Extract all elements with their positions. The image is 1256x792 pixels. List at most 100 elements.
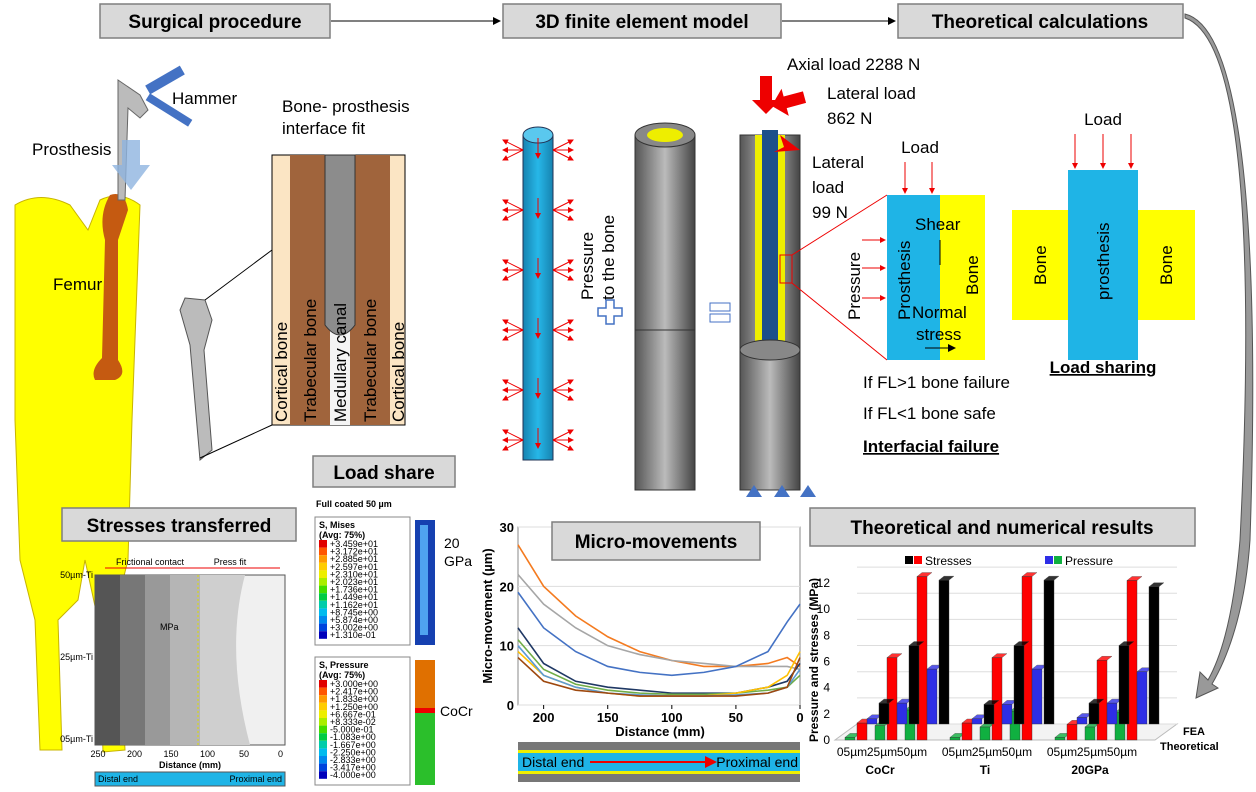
bar-front [962,723,972,740]
axis-label: Micro-movement (µm) [480,548,495,683]
legend-swatch [914,556,922,564]
color-swatch [319,710,327,718]
caption: Load sharing [1050,358,1157,377]
color-swatch [319,601,327,609]
y-tick-label: 0 [507,698,514,713]
label: Pressure [578,232,597,300]
label: Distal end [522,754,584,770]
y-tick-label: 20 [500,579,514,594]
x-tick-label: 0 [278,749,283,759]
pressure-arrow [553,150,573,160]
curved-arrow [1185,14,1253,698]
color-swatch [319,718,327,726]
bar-front [1119,646,1129,724]
cut [740,340,800,360]
pressure-arrow [503,380,523,390]
x-tick-label: 50 [239,749,249,759]
bar-front [1149,587,1159,724]
subtitle: Full coated 50 µm [316,499,392,509]
x-tick-label: 25µm [972,745,1002,759]
bar-front [1085,727,1095,740]
pressure-arrow [553,140,573,150]
bar-front [1107,703,1117,724]
label: Hammer [172,89,238,108]
x-tick-label: 100 [200,749,215,759]
label: Frictional contact [116,557,185,567]
bar-front [857,723,867,740]
label: Load [901,138,939,157]
bar-front [972,719,982,724]
label: prosthesis [1094,223,1113,300]
x-tick-label: 50µm [897,745,927,759]
row-label: Theoretical [1160,741,1219,753]
pressure-arrow [503,150,523,160]
bar-top [1097,656,1112,660]
bar-front [909,646,919,724]
row-label: FEA [1183,726,1205,738]
label: load [812,178,844,197]
bar-top [1149,583,1164,587]
bar-front [897,703,907,724]
label: 20 [444,535,460,551]
bar-top [887,654,902,658]
layer-label: Medullary canal [331,303,350,422]
label: GPa [444,553,472,569]
bar-front [984,704,994,724]
color-swatch [319,771,327,779]
bar-front [867,719,877,724]
y-tick-label: 50µm-Ti [60,570,93,580]
color-swatch [319,631,327,639]
title: Stresses transferred [87,516,272,537]
x-tick-label: 0 [796,710,803,725]
x-tick-label: 50 [729,710,743,725]
zoom-line [205,250,272,300]
pressure-arrow [553,380,573,390]
header: Surgical procedure [128,12,301,33]
y-tick-label: 30 [500,520,514,535]
bar-front [1032,669,1042,724]
title: Load share [333,463,434,484]
caption: Interfacial failure [863,437,999,456]
bar-top [992,654,1007,658]
pressure-arrow [553,200,573,210]
group-label: CoCr [865,763,895,777]
color-swatch [319,540,327,548]
label: Shear [915,215,961,234]
plus [598,300,622,324]
legend-label: Pressure [1065,554,1113,568]
contour [170,575,200,745]
label: Lateral [812,153,864,172]
color-swatch [319,548,327,556]
color-swatch [319,624,327,632]
color-swatch [319,756,327,764]
label: S, Mises [319,520,355,530]
group-label: 20GPa [1071,763,1109,777]
x-tick-label: 50µm [1107,745,1137,759]
equals [710,303,730,311]
label: Distal end [98,774,138,784]
color-swatch [319,703,327,711]
label: If FL<1 bone safe [863,404,996,423]
bar [1149,583,1164,724]
bar-front [845,737,855,740]
color-swatch [319,726,327,734]
pressure-arrow [503,200,523,210]
color-swatch [319,733,327,741]
bar-top [1044,576,1059,580]
y-tick-label: 8 [823,628,830,642]
pressure-arrow [503,270,523,280]
axis-label: Distance (mm) [159,760,221,770]
color-swatch [319,555,327,563]
bar-front [1014,646,1024,724]
color-swatch [319,586,327,594]
pressure-arrow [553,430,573,440]
scale-value: +1.310e-01 [330,630,376,640]
header: Theoretical calculations [932,12,1148,33]
bar-front [992,658,1002,740]
title: Theoretical and numerical results [850,518,1153,539]
label: Bone [963,255,982,295]
label: Load [1084,110,1122,129]
color-swatch [319,616,327,624]
label: Prosthesis [32,140,111,159]
label: interface fit [282,119,365,138]
